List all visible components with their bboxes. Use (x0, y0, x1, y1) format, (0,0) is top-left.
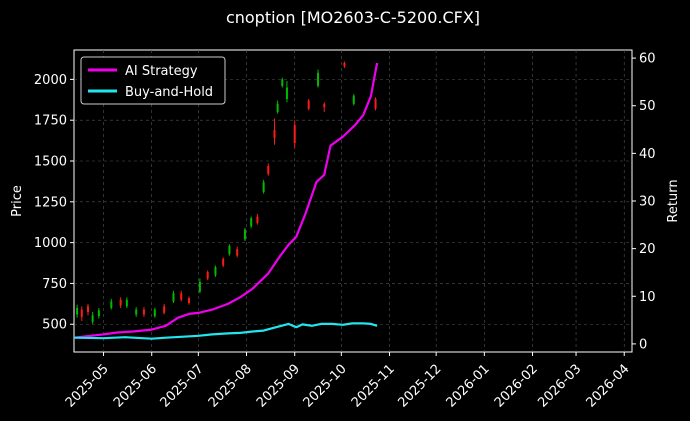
candle-body (172, 293, 175, 302)
candle-body (76, 307, 79, 315)
y-left-tick-label: 1750 (34, 114, 67, 129)
candlesticks (76, 61, 377, 325)
x-tick-label: 2025-05 (63, 362, 112, 411)
y-right-tick-label: 50 (639, 99, 656, 114)
candle-body (374, 98, 377, 109)
candle-body (352, 95, 355, 104)
x-tick-label: 2026-03 (535, 362, 584, 411)
candle-body (281, 79, 284, 86)
y-left-tick-label: 500 (42, 318, 67, 333)
candle-body (293, 125, 296, 144)
candle-body (142, 309, 145, 315)
candle-body (214, 267, 217, 276)
candle-body (317, 72, 320, 86)
candle-body (236, 249, 239, 256)
candle-body (273, 129, 276, 139)
y-left-tick-label: 1250 (34, 195, 67, 210)
ai-strategy-line (73, 62, 379, 339)
y-right-tick-label: 20 (639, 242, 656, 257)
legend: AI Strategy Buy-and-Hold (80, 56, 226, 105)
y-axis-left-label: Price (10, 185, 25, 217)
candle-body (222, 258, 225, 266)
candle-body (243, 229, 246, 240)
candle-body (119, 299, 122, 306)
candle-body (153, 309, 156, 317)
x-tick-label: 2025-12 (395, 362, 444, 411)
series-lines (73, 62, 379, 340)
legend-label-ai-strategy: AI Strategy (125, 64, 198, 79)
candle-body (206, 272, 209, 279)
candle-body (262, 182, 265, 193)
y-right-tick-label: 40 (639, 147, 656, 162)
candle-body (188, 298, 191, 304)
x-tick-label: 2025-07 (158, 362, 207, 411)
chart-title: cnoption [MO2603-C-5200.CFX] (226, 8, 480, 27)
candle-body (276, 103, 279, 113)
x-tick-label: 2025-11 (349, 362, 398, 411)
candle-body (91, 315, 94, 322)
y-left-tick-label: 1500 (34, 155, 67, 170)
legend-label-buy-and-hold: Buy-and-Hold (125, 85, 213, 100)
candle-body (256, 216, 259, 224)
x-tick-label: 2025-08 (206, 362, 255, 411)
x-tick-label: 2026-01 (444, 362, 493, 411)
y-left-tick-label: 2000 (34, 73, 67, 88)
candle-body (110, 301, 113, 308)
candle-body (198, 281, 201, 292)
candle-body (180, 293, 183, 300)
candle-body (86, 306, 89, 313)
candle-body (323, 103, 326, 108)
candle-body (80, 309, 83, 317)
y-right-tick-label: 30 (639, 195, 656, 210)
x-tick-label: 2026-04 (584, 362, 633, 411)
candle-body (135, 309, 138, 315)
y-right-tick-label: 60 (639, 52, 656, 67)
y-left-tick-label: 750 (42, 277, 67, 292)
candle-body (343, 63, 346, 67)
candle-body (307, 100, 310, 109)
y-left-tick-label: 1000 (34, 236, 67, 251)
candle-body (97, 310, 100, 317)
buy-and-hold-line (73, 322, 378, 340)
y-axis-right-label: Return (666, 179, 681, 222)
candle-body (163, 306, 166, 313)
x-tick-label: 2025-09 (254, 362, 303, 411)
candle-body (285, 87, 288, 99)
y-right-tick-label: 0 (639, 337, 647, 352)
candle-body (250, 218, 253, 227)
x-tick-label: 2025-10 (301, 362, 350, 411)
candle-body (228, 245, 231, 255)
x-tick-label: 2026-02 (492, 362, 541, 411)
y-right-tick-label: 10 (639, 290, 656, 305)
candle-body (125, 299, 128, 307)
x-tick-label: 2025-06 (111, 362, 160, 411)
candle-body (267, 165, 270, 175)
